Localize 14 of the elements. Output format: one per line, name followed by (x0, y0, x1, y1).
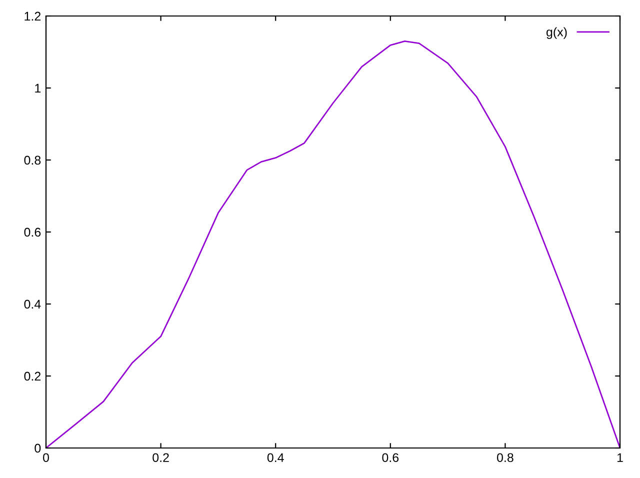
x-tick-label: 1 (617, 453, 623, 462)
x-tick-label: 0.8 (497, 453, 514, 462)
y-tick-label: 0.8 (24, 156, 41, 165)
y-tick-label: 1.2 (24, 12, 41, 21)
y-tick-label: 0 (34, 444, 41, 453)
x-tick-label: 0 (43, 453, 49, 462)
legend-label: g(x) (546, 27, 567, 39)
x-tick-label: 0.2 (152, 453, 169, 462)
y-tick-label: 1 (35, 84, 41, 93)
y-tick-label: 0.6 (24, 228, 41, 237)
y-tick-label: 0.4 (24, 300, 41, 309)
y-tick-label: 0.2 (24, 372, 41, 381)
x-tick-label: 0.6 (382, 453, 399, 462)
x-tick-label: 0.4 (267, 453, 284, 462)
